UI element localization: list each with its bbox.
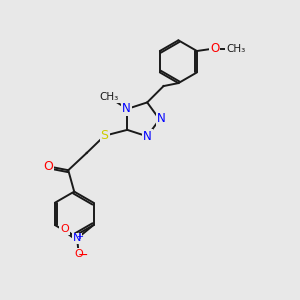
- Text: N: N: [157, 112, 165, 125]
- Text: O: O: [210, 42, 219, 55]
- Text: S: S: [100, 129, 109, 142]
- Text: N: N: [122, 102, 131, 115]
- Text: CH₃: CH₃: [100, 92, 119, 102]
- Text: N: N: [143, 130, 152, 143]
- Text: N: N: [73, 233, 81, 243]
- Text: −: −: [78, 249, 88, 262]
- Text: CH₃: CH₃: [226, 44, 245, 54]
- Text: O: O: [44, 160, 53, 173]
- Text: O: O: [60, 224, 69, 234]
- Text: O: O: [74, 249, 83, 259]
- Text: +: +: [76, 232, 83, 241]
